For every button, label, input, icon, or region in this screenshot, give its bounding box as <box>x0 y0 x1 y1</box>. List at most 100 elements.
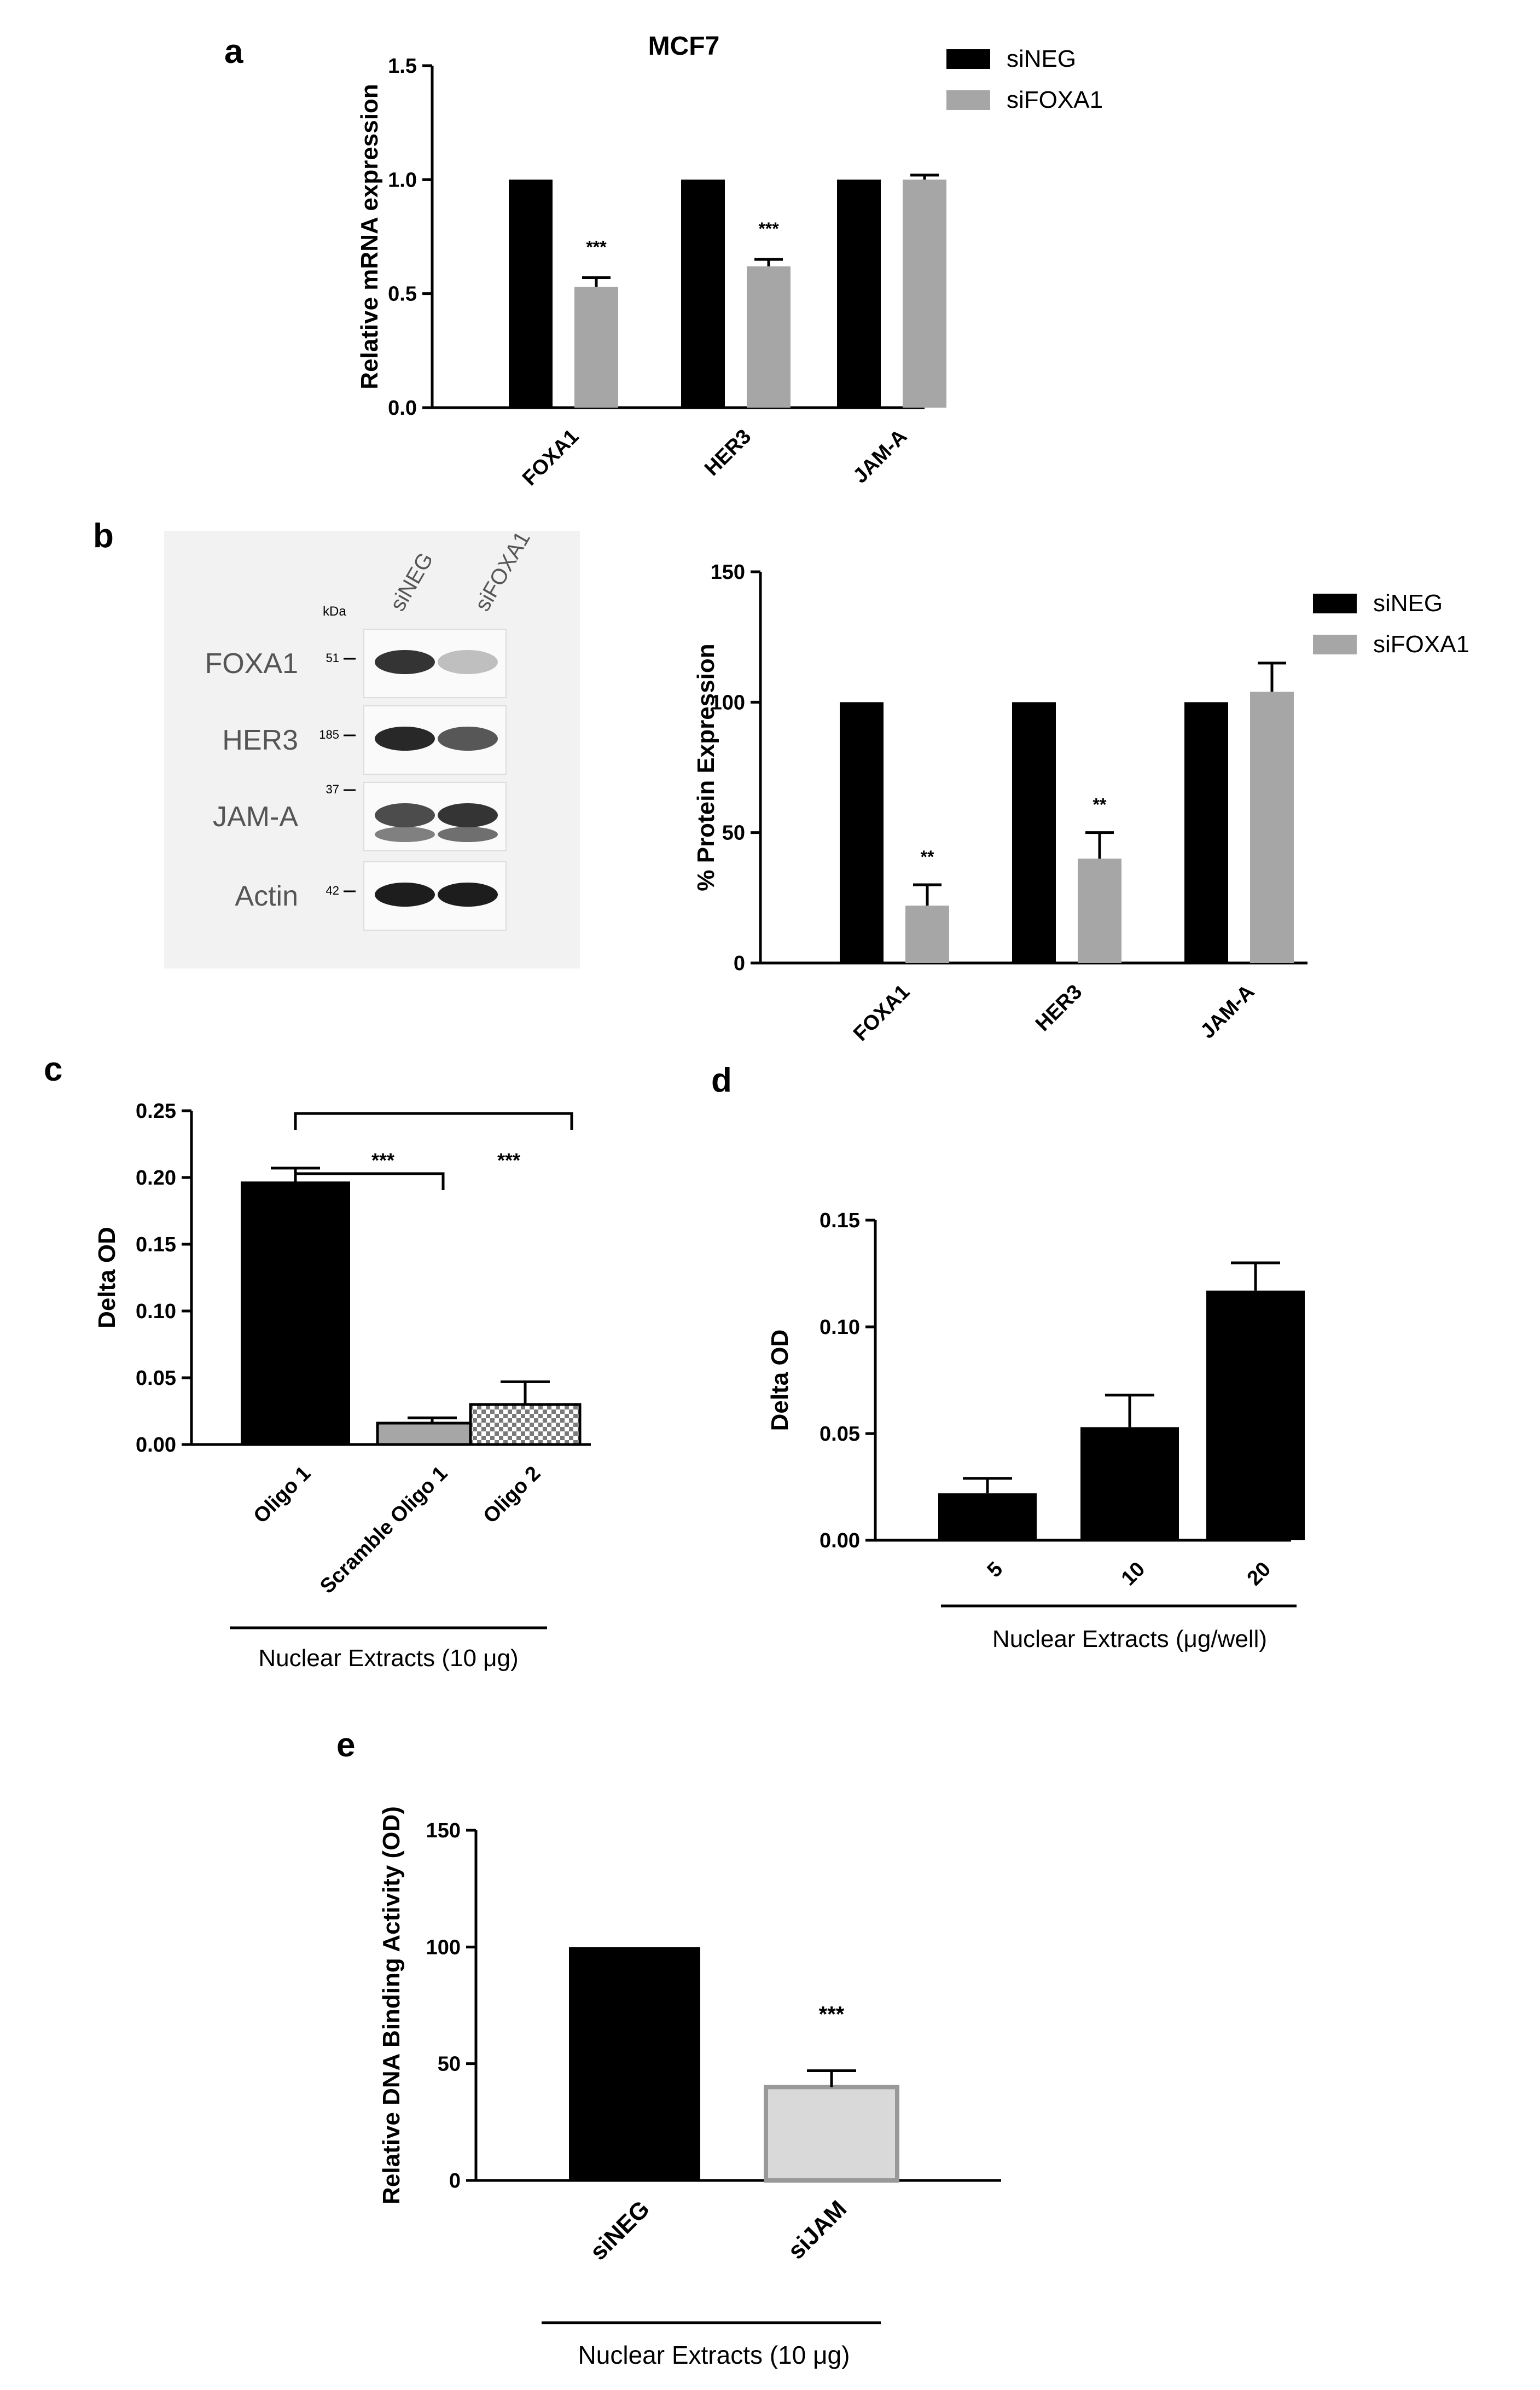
y-tick-label: 0.05 <box>136 1367 176 1390</box>
y-tick-label: 0.10 <box>820 1316 860 1339</box>
x-tick-label: 10 <box>1117 1558 1150 1591</box>
blot-band <box>438 727 498 751</box>
blot-band <box>438 827 498 842</box>
bar <box>574 287 618 408</box>
bar <box>764 2085 899 2183</box>
x-tick-label: HER3 <box>1031 981 1086 1036</box>
group-label: Nuclear Extracts (μg/well) <box>992 1626 1267 1652</box>
blot-band <box>375 727 435 751</box>
blot-band <box>375 883 435 907</box>
x-tick-label: 5 <box>983 1558 1008 1582</box>
x-tick-label: siNEG <box>585 2195 655 2265</box>
kda-marker: 37 <box>326 782 339 796</box>
x-tick-label: Scramble Oligo 1 <box>316 1462 452 1598</box>
y-tick-label: 150 <box>426 1819 461 1842</box>
blot-row-label: Actin <box>235 880 298 912</box>
panel-letter-c: c <box>44 1051 62 1088</box>
group-label: Nuclear Extracts (10 μg) <box>258 1645 518 1672</box>
significance-marker: *** <box>819 2002 845 2026</box>
blot-band <box>438 803 498 827</box>
y-tick-label: 0.15 <box>136 1233 176 1256</box>
significance-marker: *** <box>586 237 607 257</box>
y-tick-label: 50 <box>722 822 745 845</box>
x-tick-label: JAM-A <box>1196 981 1259 1043</box>
bar <box>747 266 791 408</box>
y-tick-label: 50 <box>438 2053 461 2076</box>
blot-band <box>375 803 435 827</box>
panel-letter-b: b <box>93 517 114 555</box>
blot-row-label: FOXA1 <box>205 648 299 680</box>
y-axis-label: Relative mRNA expression <box>356 84 383 389</box>
y-tick-label: 0.15 <box>820 1209 860 1232</box>
significance-marker: ** <box>921 847 934 867</box>
bar <box>509 179 553 408</box>
group-label: Nuclear Extracts (10 μg) <box>578 2341 850 2369</box>
y-tick-label: 0.00 <box>820 1529 860 1552</box>
legend-label: siNEG <box>1373 590 1443 617</box>
blot-row-label: JAM-A <box>213 801 298 833</box>
chart-b: 0 50 100 150 % Protein Expression ** FOXA1 ** HE… <box>693 561 1469 1046</box>
x-tick-label: Oligo 1 <box>249 1462 316 1528</box>
legend-label: siNEG <box>1007 45 1076 72</box>
y-tick-label: 0.0 <box>388 397 417 420</box>
blot-band <box>438 650 498 674</box>
chart-a: 0.0 0.5 1.0 1.5 MCF7 Relative mRNA expression… <box>356 32 1103 490</box>
y-axis-label: Delta OD <box>94 1227 120 1329</box>
kda-label: kDa <box>323 604 346 619</box>
y-tick-label: 100 <box>711 691 745 714</box>
y-tick-label: 0 <box>449 2169 461 2192</box>
y-tick-label: 0.20 <box>136 1167 176 1190</box>
blot-band <box>375 650 435 674</box>
bar <box>938 1493 1037 1540</box>
y-tick-label: 0.10 <box>136 1300 176 1323</box>
significance-bracket <box>294 1112 573 1130</box>
bar <box>905 906 949 963</box>
significance-marker: *** <box>497 1149 520 1171</box>
bar <box>241 1181 350 1445</box>
bar <box>1012 702 1056 963</box>
bar <box>681 179 725 408</box>
bar <box>1078 858 1121 963</box>
chart-title: MCF7 <box>648 32 720 61</box>
significance-marker: *** <box>371 1149 394 1171</box>
blot-row-label: HER3 <box>222 724 298 756</box>
kda-marker: 185 <box>319 728 339 741</box>
bar <box>837 179 881 408</box>
x-tick-label: FOXA1 <box>518 425 583 490</box>
x-tick-label: FOXA1 <box>849 981 914 1046</box>
bar <box>840 702 884 963</box>
x-tick-label: siJAM <box>783 2195 852 2264</box>
legend-swatch <box>946 90 990 110</box>
significance-marker: *** <box>758 219 779 239</box>
y-tick-label: 150 <box>711 561 745 584</box>
legend-label: siFOXA1 <box>1373 631 1469 658</box>
x-tick-label: JAM-A <box>849 425 912 488</box>
legend-swatch <box>1313 594 1357 613</box>
bar <box>469 1403 582 1446</box>
legend-label: siFOXA1 <box>1007 86 1103 113</box>
significance-marker: ** <box>1093 795 1107 815</box>
y-tick-label: 0.00 <box>136 1434 176 1457</box>
bar <box>1080 1427 1179 1540</box>
chart-e: 0 50 100 150 Relative DNA Binding Activity (… <box>378 1806 1001 2369</box>
panel-letter-e: e <box>336 1726 355 1764</box>
blot-band <box>375 827 435 842</box>
y-tick-label: 1.5 <box>388 55 417 78</box>
y-tick-label: 100 <box>426 1936 461 1959</box>
x-tick-label: Oligo 2 <box>479 1462 545 1528</box>
kda-marker: 51 <box>326 651 339 665</box>
bar <box>1184 702 1228 963</box>
y-axis-label: Delta OD <box>766 1330 793 1431</box>
y-tick-label: 1.0 <box>388 169 417 192</box>
y-axis-label: Relative DNA Binding Activity (OD) <box>378 1806 405 2205</box>
kda-marker: 42 <box>326 884 339 897</box>
bar <box>1250 692 1294 963</box>
blot-band <box>438 883 498 907</box>
y-axis-label: % Protein Expression <box>693 643 719 891</box>
legend-swatch <box>1313 635 1357 654</box>
bar <box>569 1947 700 2180</box>
significance-bracket <box>294 1172 445 1190</box>
